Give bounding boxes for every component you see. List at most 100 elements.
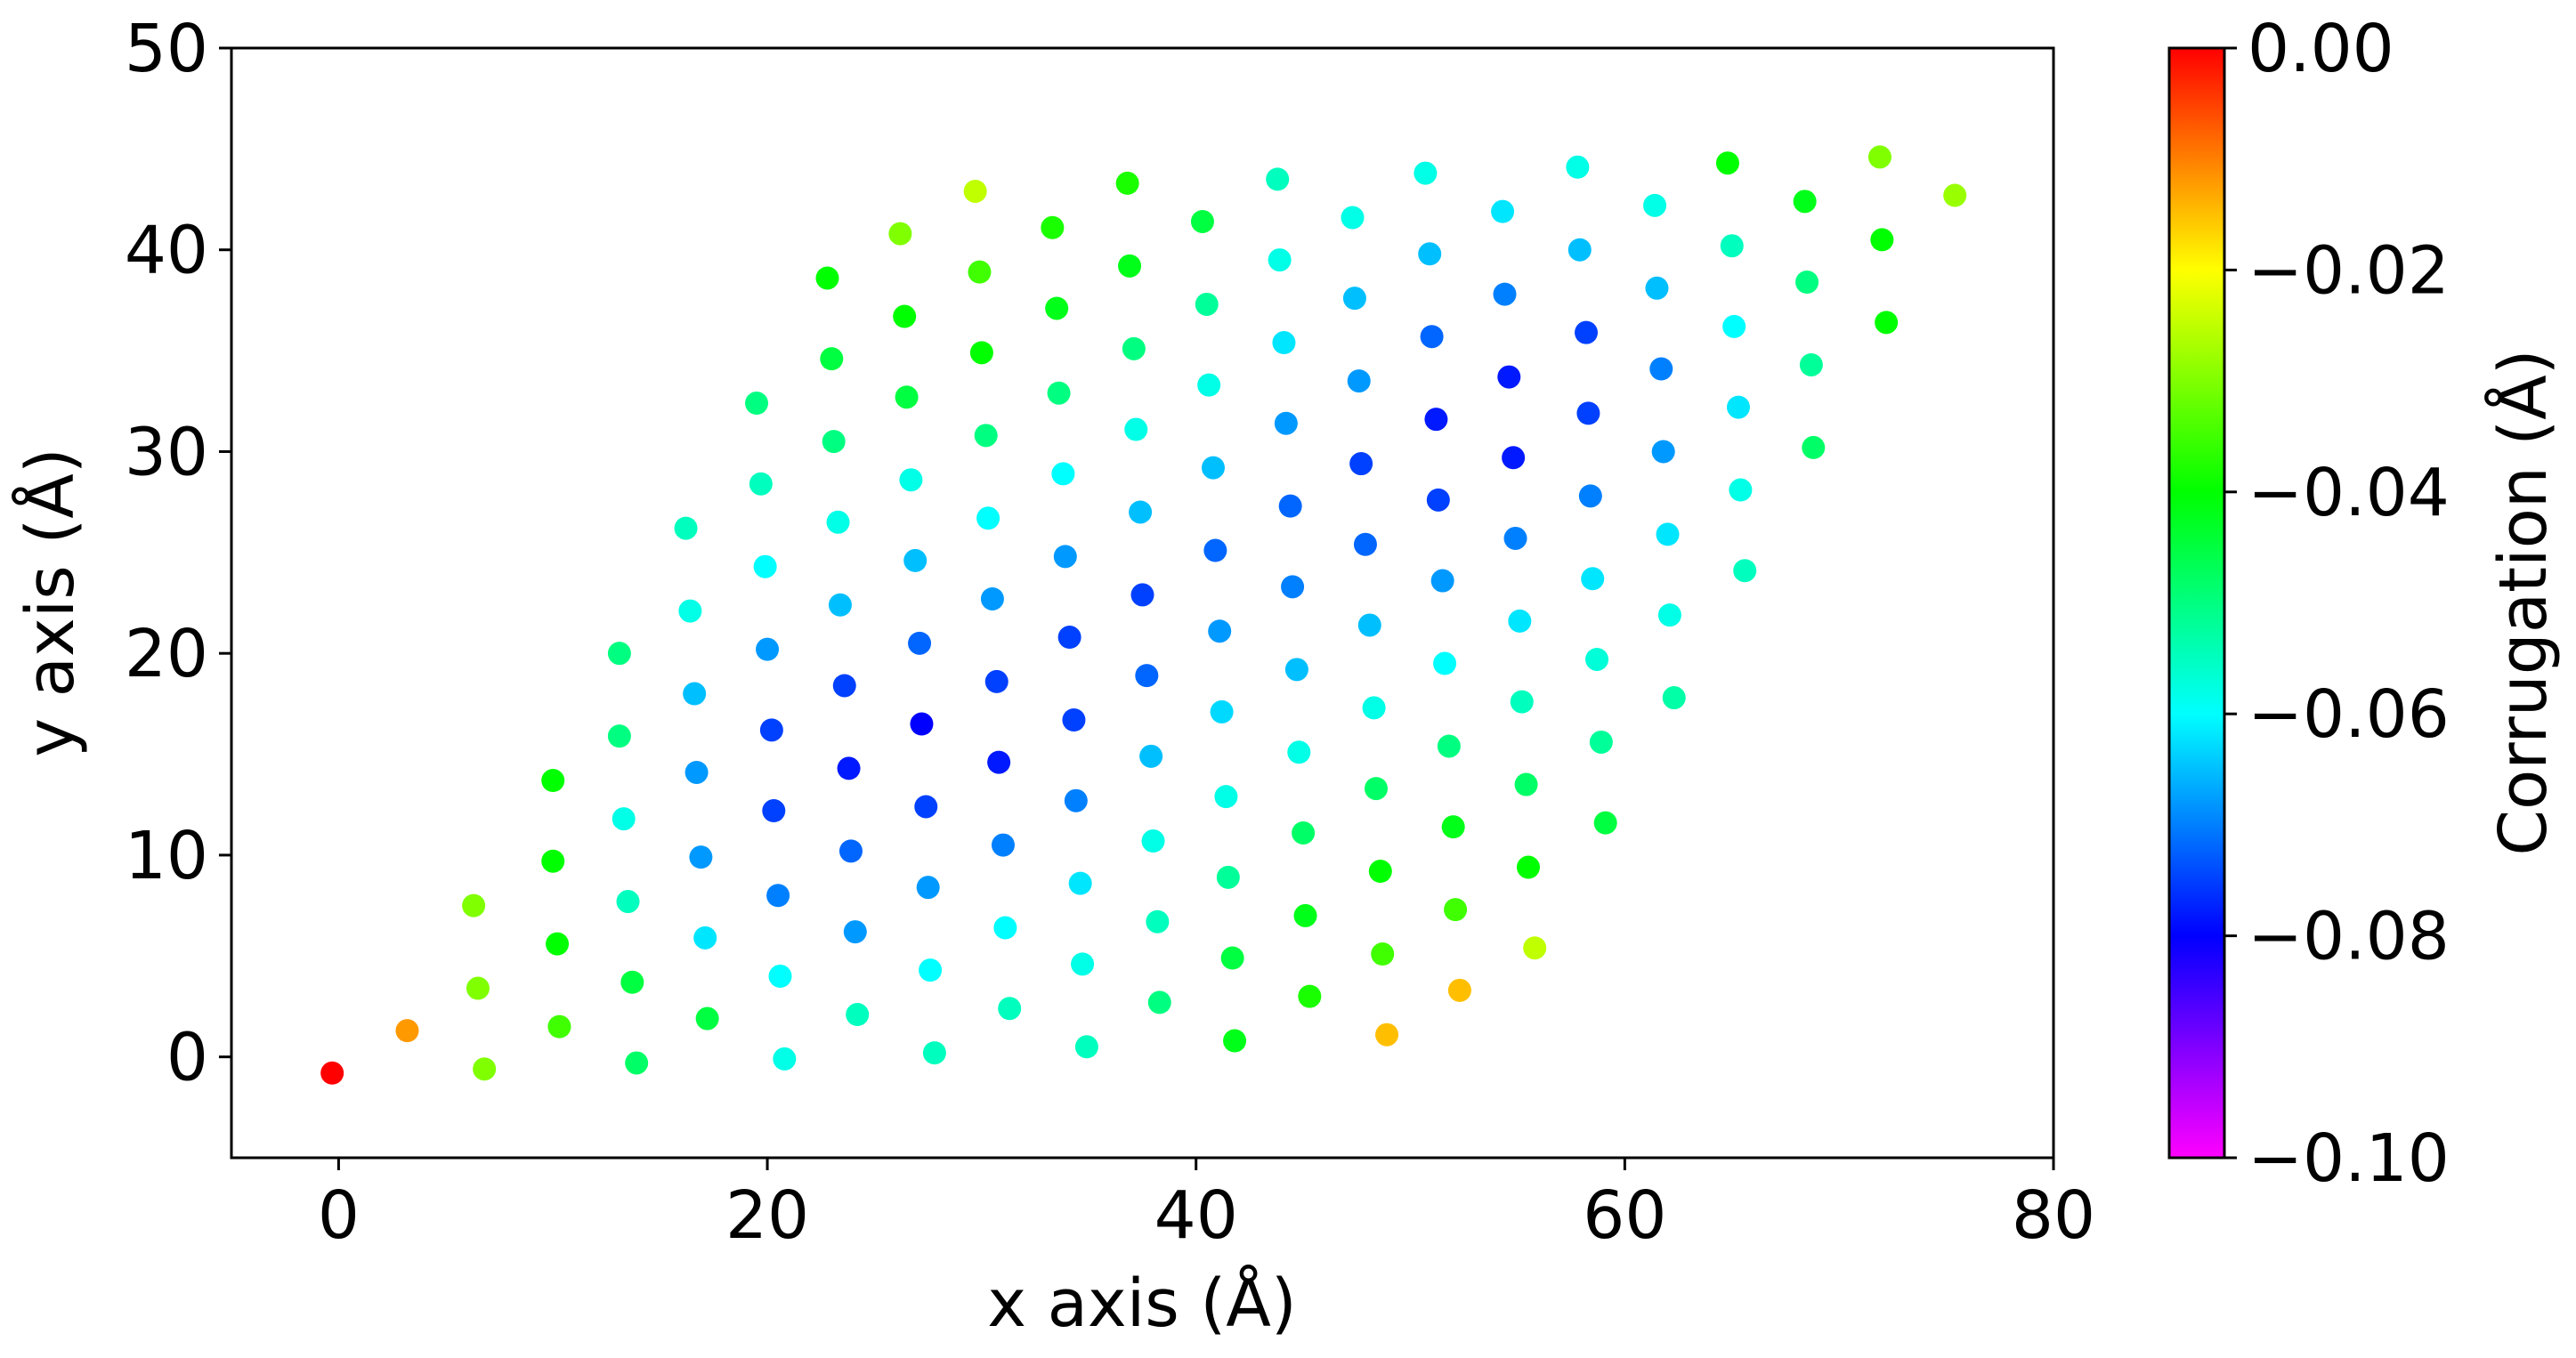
point [693,926,717,950]
point [1287,740,1311,764]
colorbar [2167,46,2226,1160]
y-tick-label: 40 [125,213,208,289]
point [466,976,490,1000]
point [1047,381,1071,405]
point [689,845,713,869]
point [1292,820,1316,845]
point [1347,369,1371,393]
point [846,1003,870,1027]
point [1057,626,1081,650]
x-tick-label: 0 [318,1177,360,1254]
point [1523,936,1547,960]
point [984,669,1009,693]
point [1115,171,1139,195]
point [756,637,780,661]
point [1278,494,1302,518]
point [974,424,998,448]
point [998,997,1022,1021]
point [1139,744,1163,768]
point [1578,484,1602,508]
point [1045,296,1069,320]
point [1662,686,1686,710]
point [1341,206,1365,230]
point [969,341,993,365]
y-tick-label: 30 [125,414,208,490]
point [1645,276,1669,300]
point [745,392,769,416]
point [1362,696,1386,720]
point [820,347,844,371]
y-axis-label: y axis (Å) [11,448,89,756]
point [1195,292,1219,316]
point [1437,734,1461,758]
point [1298,984,1322,1008]
point [1122,336,1146,360]
point [1146,909,1170,934]
point [1943,183,1967,207]
point [1349,452,1373,476]
point [826,510,850,534]
colorbar-tick-label: −0.02 [2248,232,2450,309]
colorbar-tick-label: −0.04 [2248,455,2450,531]
point [1503,526,1527,550]
point [1364,777,1388,801]
point [1214,785,1238,809]
point [1497,365,1521,389]
point [916,876,940,900]
point [1444,898,1468,922]
colorbar-tick-label: −0.06 [2248,676,2450,753]
point [1210,699,1234,723]
x-tick-label: 20 [725,1177,809,1254]
point [815,266,839,290]
point [987,750,1011,774]
point [620,970,644,994]
point [893,304,917,328]
point [910,712,934,736]
point [1147,990,1171,1014]
point [616,890,640,914]
point [1197,373,1221,397]
point [1268,248,1292,272]
point [976,506,1000,530]
point [1266,167,1290,191]
point [1414,161,1438,185]
point [541,769,565,793]
point [612,807,636,831]
point [1281,575,1305,599]
point [1118,254,1142,278]
point [1223,1029,1247,1053]
colorbar-tick-label: −0.10 [2248,1120,2450,1197]
point [546,932,570,956]
point [749,472,773,496]
point [695,1006,719,1031]
point [766,884,790,908]
point [1272,331,1296,355]
point [1064,788,1088,812]
point [625,1051,649,1075]
point [1068,871,1092,895]
point [1293,903,1317,927]
point [768,964,792,988]
point [753,554,777,578]
y-tick-label: 0 [166,1020,208,1096]
point [1201,456,1225,480]
point [993,916,1017,940]
point [1430,569,1454,593]
point [1274,411,1298,435]
point [1433,651,1457,675]
point [1130,583,1154,607]
point [822,430,846,454]
point [1575,320,1599,344]
point [1793,190,1817,214]
y-tick-label: 10 [125,818,208,894]
point [1510,690,1534,714]
point [1368,860,1392,884]
point [1071,952,1095,976]
point [968,260,992,284]
point [1593,811,1617,835]
point [1051,462,1075,486]
point [899,468,923,492]
point [762,799,786,823]
y-tick-label: 20 [125,616,208,692]
